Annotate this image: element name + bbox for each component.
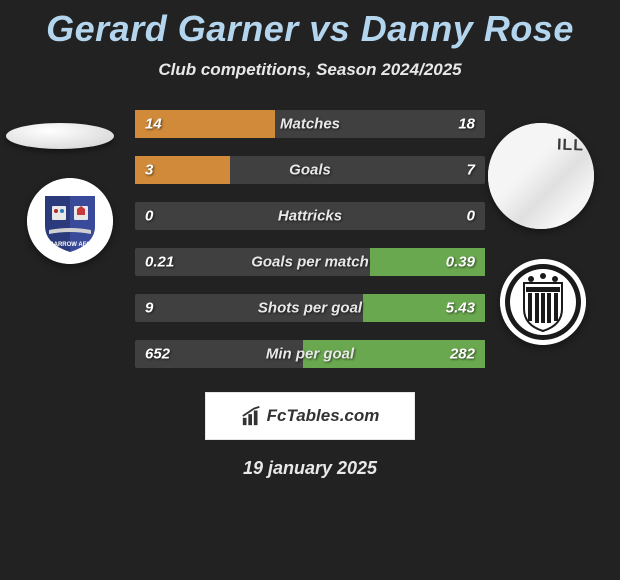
stat-label: Min per goal — [266, 346, 354, 363]
chart-icon — [241, 405, 263, 427]
stat-value-right: 18 — [458, 116, 475, 133]
stat-row: 3 Goals 7 — [135, 156, 485, 184]
stat-row: 9 Shots per goal 5.43 — [135, 294, 485, 322]
stat-value-left: 3 — [145, 162, 153, 179]
stat-value-left: 0.21 — [145, 254, 174, 271]
page-title: Gerard Garner vs Danny Rose — [0, 0, 620, 50]
stat-row: 0 Hattricks 0 — [135, 202, 485, 230]
date-text: 19 january 2025 — [0, 458, 620, 479]
stat-value-right: 0.39 — [446, 254, 475, 271]
stat-label: Shots per goal — [258, 300, 362, 317]
stat-label: Goals — [289, 162, 331, 179]
stat-label: Hattricks — [278, 208, 342, 225]
stat-row: 652 Min per goal 282 — [135, 340, 485, 368]
stat-value-right: 0 — [467, 208, 475, 225]
stat-value-right: 7 — [467, 162, 475, 179]
stat-row: 0.21 Goals per match 0.39 — [135, 248, 485, 276]
stat-value-left: 9 — [145, 300, 153, 317]
page-subtitle: Club competitions, Season 2024/2025 — [0, 60, 620, 80]
stat-label: Goals per match — [251, 254, 369, 271]
stat-value-right: 5.43 — [446, 300, 475, 317]
stat-value-left: 14 — [145, 116, 162, 133]
attribution-text: FcTables.com — [267, 406, 380, 426]
stat-value-left: 652 — [145, 346, 170, 363]
stat-value-right: 282 — [450, 346, 475, 363]
stat-value-left: 0 — [145, 208, 153, 225]
stat-label: Matches — [280, 116, 340, 133]
stat-row: 14 Matches 18 — [135, 110, 485, 138]
comparison-chart: 14 Matches 18 3 Goals 7 0 Hattricks 0 0.21 Goals p… — [135, 110, 485, 368]
attribution-badge[interactable]: FcTables.com — [205, 392, 415, 440]
